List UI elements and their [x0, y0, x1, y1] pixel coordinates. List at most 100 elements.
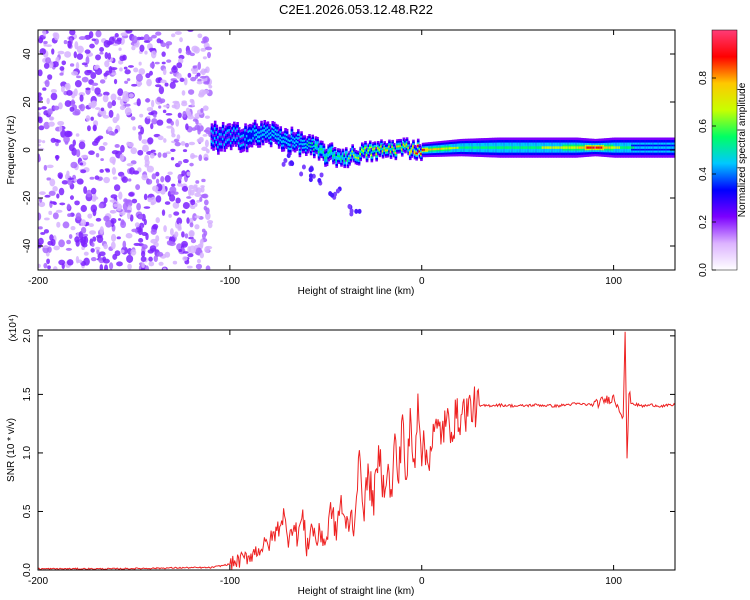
- ridge-cell: [637, 146, 641, 149]
- spectrogram-x-tick-label: 0: [419, 276, 425, 287]
- noise-speckle: [38, 143, 41, 147]
- noise-speckle: [158, 86, 165, 95]
- ridge-cell: [313, 148, 316, 151]
- noise-speckle: [38, 237, 44, 245]
- noise-speckle: [58, 239, 65, 248]
- noise-speckle: [103, 39, 111, 48]
- noise-speckle: [90, 116, 94, 121]
- ridge-cell: [351, 150, 354, 153]
- ridge-cell: [250, 134, 254, 138]
- noise-speckle: [119, 67, 123, 72]
- noise-speckle: [131, 83, 138, 87]
- noise-speckle: [90, 257, 97, 262]
- noise-speckle: [184, 142, 189, 148]
- noise-speckle: [40, 231, 46, 235]
- ridge-cell: [324, 157, 327, 160]
- noise-speckle: [100, 107, 105, 112]
- noise-speckle: [138, 61, 142, 66]
- snr-y-tick-label: 0.0: [22, 563, 33, 577]
- noise-speckle: [135, 73, 143, 82]
- ridge-cell: [228, 133, 231, 137]
- noise-speckle: [151, 34, 157, 39]
- snr-y-label: SNR (10 * v/v): [6, 418, 17, 482]
- noise-speckle: [171, 183, 176, 187]
- ridge-cell: [391, 146, 394, 148]
- noise-speckle: [149, 62, 155, 69]
- ridge-cell: [265, 131, 268, 134]
- noise-speckle: [116, 113, 120, 121]
- ridge-cell: [580, 146, 583, 149]
- noise-speckle: [58, 259, 66, 266]
- ridge-cell: [404, 145, 407, 148]
- noise-speckle: [171, 104, 177, 109]
- noise-speckle: [60, 85, 65, 93]
- noise-speckle: [110, 233, 117, 242]
- noise-speckle: [47, 108, 53, 115]
- noise-speckle: [189, 230, 194, 238]
- spectrogram-x-tick-label: 100: [605, 276, 622, 287]
- noise-speckle: [89, 230, 97, 235]
- noise-speckle: [83, 251, 89, 256]
- noise-speckle: [80, 204, 88, 213]
- noise-speckle: [94, 175, 100, 180]
- noise-speckle: [136, 202, 141, 211]
- noise-speckle: [208, 84, 213, 89]
- ridge-cell: [252, 132, 255, 136]
- noise-speckle: [194, 202, 198, 207]
- ridge-cell: [549, 146, 553, 149]
- ridge-cell: [559, 146, 562, 149]
- ridge-cell: [255, 133, 259, 136]
- noise-speckle: [174, 141, 181, 147]
- noise-speckle: [81, 62, 88, 66]
- noise-speckle: [205, 127, 212, 135]
- noise-speckle: [111, 167, 116, 175]
- ridge-cell: [362, 150, 366, 153]
- noise-speckle: [151, 118, 158, 125]
- noise-speckle: [205, 211, 211, 221]
- noise-speckle: [202, 56, 207, 60]
- noise-speckle: [81, 76, 89, 83]
- ridge-cell: [335, 158, 338, 161]
- ridge-cell: [482, 146, 486, 149]
- ridge-cell: [277, 137, 281, 140]
- noise-speckle: [131, 45, 136, 51]
- ridge-cell: [384, 149, 388, 152]
- noise-speckle: [127, 65, 134, 68]
- noise-speckle: [201, 228, 206, 233]
- ridge-cell: [233, 131, 236, 135]
- ridge-cell: [541, 146, 545, 149]
- ridge-cell: [653, 146, 657, 149]
- ridge-cell: [464, 146, 468, 149]
- noise-speckle: [177, 173, 182, 181]
- noise-speckle: [177, 222, 182, 230]
- snr-y-tick-label: 1.5: [22, 387, 33, 401]
- ridge-cell: [570, 146, 574, 149]
- noise-speckle: [49, 116, 55, 121]
- noise-speckle: [187, 72, 192, 78]
- noise-speckle: [39, 48, 46, 55]
- noise-speckle: [123, 66, 128, 70]
- noise-speckle: [127, 178, 132, 182]
- noise-speckle: [169, 81, 176, 89]
- noise-speckle: [76, 149, 81, 158]
- noise-speckle: [207, 222, 213, 229]
- noise-speckle: [166, 43, 170, 49]
- noise-speckle: [164, 175, 171, 183]
- ridge-cell: [321, 148, 324, 151]
- ridge-cell: [636, 146, 639, 149]
- noise-speckle: [46, 97, 50, 105]
- noise-speckle: [200, 40, 207, 44]
- noise-speckle: [94, 107, 101, 110]
- noise-speckle: [102, 114, 110, 119]
- noise-speckle: [90, 72, 97, 79]
- noise-speckle: [78, 104, 83, 109]
- ridge-cell: [568, 146, 572, 149]
- branch-point: [330, 192, 335, 198]
- colorbar-scale: [711, 29, 738, 271]
- noise-speckle: [181, 90, 186, 96]
- noise-speckle: [95, 137, 101, 142]
- noise-speckle: [71, 71, 79, 76]
- ridge-cell: [610, 146, 614, 149]
- noise-speckle: [181, 101, 188, 107]
- ridge-cell: [508, 146, 511, 149]
